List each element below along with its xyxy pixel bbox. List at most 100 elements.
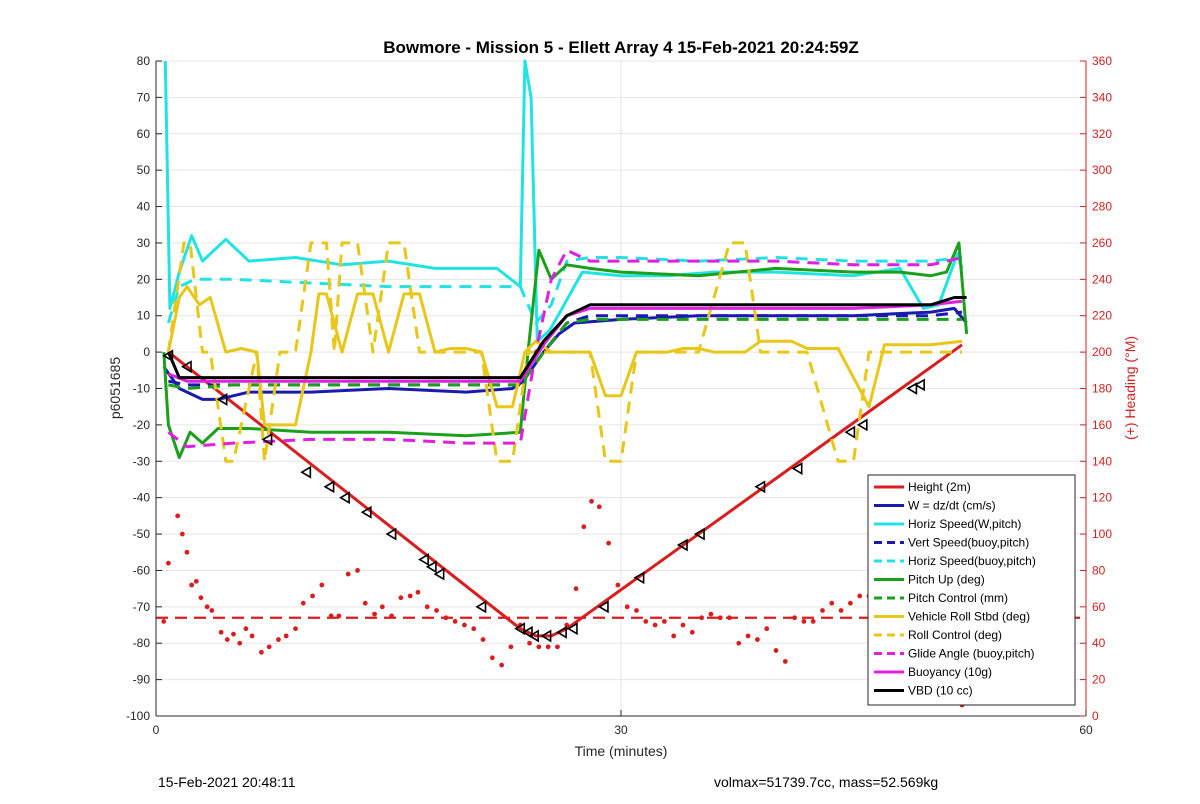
- legend-entry: Vert Speed(buoy,pitch): [908, 536, 1029, 550]
- y-tick-label: 0: [143, 345, 150, 359]
- heading-point: [237, 640, 243, 646]
- y-tick-label: -70: [133, 600, 151, 614]
- y2-tick-label: 100: [1092, 527, 1112, 541]
- y2-tick-label: 260: [1092, 236, 1112, 250]
- heading-point: [829, 600, 835, 606]
- heading-point: [276, 637, 281, 642]
- y-tick-label: 10: [137, 309, 151, 323]
- heading-point: [764, 626, 770, 632]
- y2-tick-label: 120: [1092, 491, 1112, 505]
- height-marker: [676, 538, 688, 552]
- y-tick-label: 30: [137, 236, 151, 250]
- height-marker: [633, 571, 645, 585]
- series-line: [166, 241, 962, 463]
- y-tick-label: -90: [133, 673, 151, 687]
- height-marker: [754, 480, 766, 494]
- heading-point: [782, 659, 788, 664]
- heading-point: [573, 586, 579, 592]
- heading-point: [209, 608, 215, 613]
- footer-stats: volmax=51739.7cc, mass=52.569kg: [714, 774, 939, 790]
- heading-point: [838, 608, 844, 613]
- heading-point: [189, 582, 195, 588]
- heading-point: [398, 595, 404, 601]
- y-tick-label: -60: [133, 563, 151, 577]
- y2-tick-label: 60: [1092, 600, 1106, 614]
- y-tick-label: 20: [137, 272, 151, 286]
- heading-point: [204, 604, 210, 610]
- heading-point: [243, 626, 249, 632]
- height-marker: [180, 360, 192, 374]
- y-tick-label: -10: [133, 382, 151, 396]
- y2-tick-label: 340: [1092, 90, 1112, 104]
- series-line: [167, 296, 967, 380]
- heading-point: [527, 640, 532, 646]
- heading-point: [218, 629, 224, 635]
- y-tick-label: 40: [137, 200, 151, 214]
- legend-entry: Horiz Speed(buoy,pitch): [908, 554, 1036, 568]
- legend-entry: Pitch Up (deg): [908, 573, 985, 587]
- heading-point: [615, 582, 621, 588]
- legend-entry: Pitch Control (mm): [908, 591, 1008, 605]
- heading-point: [624, 604, 630, 610]
- heading-point: [415, 589, 421, 595]
- heading-point: [259, 649, 264, 655]
- heading-point: [462, 622, 467, 628]
- y2-axis-label: (+) Heading (°M): [1122, 336, 1138, 440]
- y2-tick-label: 300: [1092, 163, 1112, 177]
- heading-point: [857, 593, 863, 599]
- heading-point: [452, 618, 458, 624]
- y-axis-label: p6051685: [107, 357, 123, 420]
- heading-point: [717, 615, 723, 621]
- heading-point: [443, 615, 449, 621]
- heading-point: [179, 531, 185, 537]
- heading-point: [224, 637, 230, 642]
- height-marker: [514, 622, 526, 636]
- legend-entry: Vehicle Roll Stbd (deg): [908, 610, 1030, 624]
- y2-tick-label: 20: [1092, 673, 1106, 687]
- heading-point: [249, 633, 255, 639]
- heading-point: [689, 629, 695, 635]
- heading-point: [652, 622, 658, 628]
- x-tick-label: 0: [153, 723, 160, 737]
- heading-point: [372, 611, 377, 617]
- heading-point: [407, 593, 413, 599]
- footer-timestamp: 15-Feb-2021 20:48:11: [158, 774, 296, 790]
- heading-point: [801, 618, 807, 624]
- heading-point: [848, 600, 853, 606]
- heading-point: [300, 600, 306, 606]
- legend-entry: Horiz Speed(W,pitch): [908, 517, 1021, 531]
- heading-point: [166, 560, 171, 566]
- axes-layer: 80706050403020100-10-20-30-40-50-60-70-8…: [126, 54, 1112, 737]
- heading-point: [634, 608, 639, 613]
- height-marker: [556, 625, 567, 639]
- heading-point: [508, 644, 514, 650]
- heading-point: [773, 648, 779, 653]
- heading-point: [389, 613, 394, 619]
- series-line: [168, 317, 962, 390]
- heading-point: [589, 498, 594, 504]
- height-marker: [385, 527, 397, 541]
- heading-point: [489, 655, 495, 661]
- height-marker: [300, 465, 312, 479]
- height-marker: [856, 418, 868, 432]
- heading-point: [319, 582, 325, 588]
- heading-point: [708, 611, 714, 617]
- x-tick-label: 30: [614, 723, 628, 737]
- heading-point: [755, 637, 760, 642]
- y-tick-label: -80: [133, 636, 151, 650]
- heading-point: [184, 549, 190, 555]
- heading-point: [745, 633, 751, 639]
- y-tick-label: 80: [137, 54, 151, 68]
- height-marker: [433, 567, 445, 581]
- y-tick-label: 50: [137, 163, 151, 177]
- y2-tick-label: 160: [1092, 418, 1112, 432]
- height-marker: [521, 625, 533, 639]
- heading-point: [680, 622, 686, 628]
- heading-point: [662, 618, 667, 624]
- heading-point: [175, 513, 181, 519]
- legend-box: [867, 474, 1076, 706]
- heading-point: [328, 613, 334, 619]
- y2-tick-label: 80: [1092, 563, 1106, 577]
- height-marker: [540, 629, 552, 643]
